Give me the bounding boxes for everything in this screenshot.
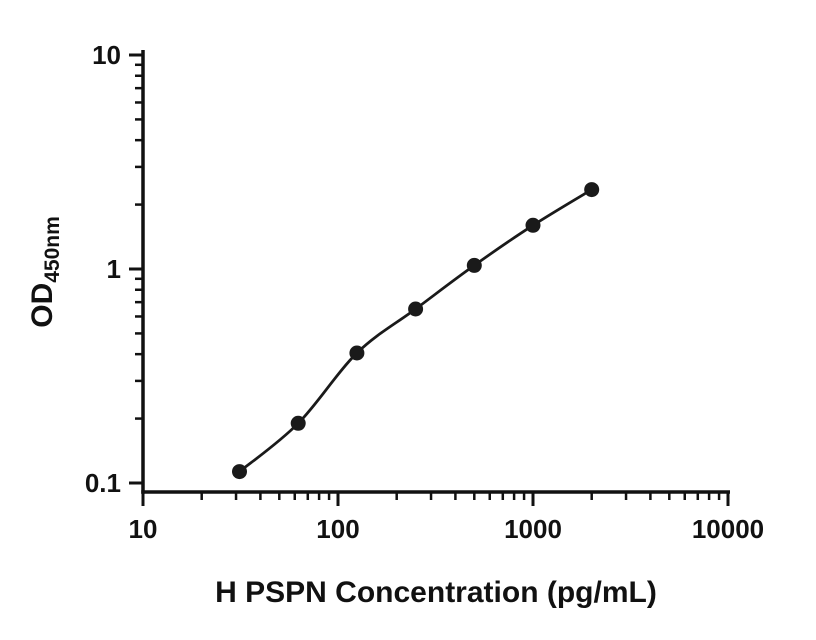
fit-curve	[238, 188, 593, 473]
data-point	[525, 217, 541, 233]
y-axis-title-subscript: 450nm	[41, 216, 64, 283]
x-tick-label: 10	[129, 514, 158, 544]
data-point	[408, 301, 424, 317]
plot-area: 10 1 0.1 10 100 1000 10000	[85, 40, 764, 544]
y-tick-label: 1	[107, 254, 121, 284]
x-axis-title: H PSPN Concentration (pg/mL)	[215, 576, 657, 609]
data-point	[466, 257, 482, 273]
y-tick-label: 0.1	[85, 468, 121, 498]
y-tick-label: 10	[92, 40, 121, 70]
y-axis-title-main: OD	[26, 283, 59, 328]
data-point	[584, 182, 600, 198]
x-tick-label: 10000	[692, 514, 764, 544]
data-point	[290, 415, 306, 431]
data-point	[232, 464, 247, 480]
data-point	[349, 345, 365, 361]
x-tick-label: 1000	[504, 514, 562, 544]
y-axis-title: OD450nm	[26, 216, 64, 328]
x-tick-label: 100	[316, 514, 359, 544]
